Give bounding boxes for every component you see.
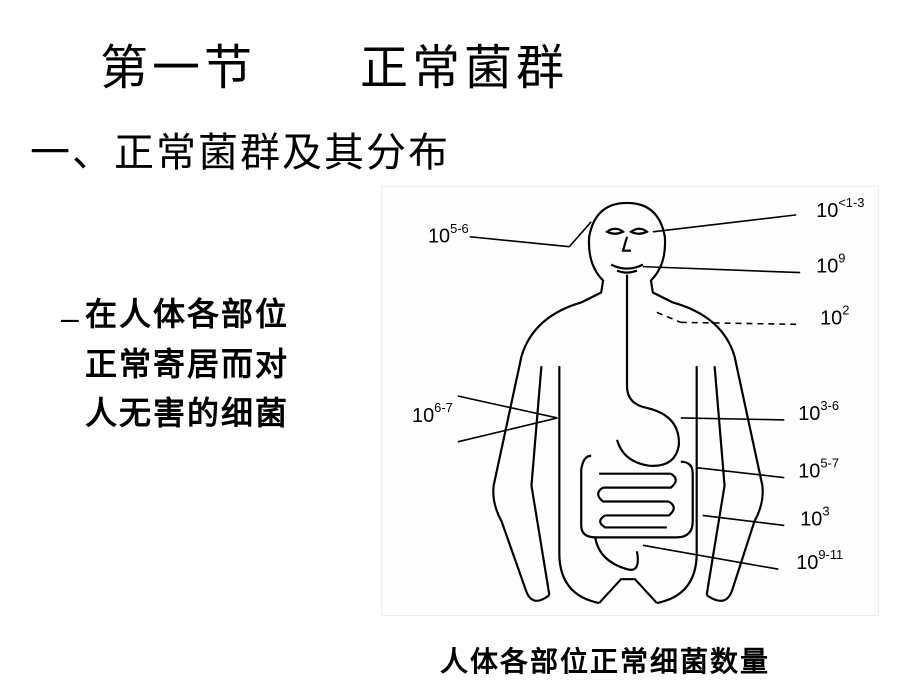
- bacteria-count-label: 105-6: [428, 221, 469, 248]
- definition-line-3: 人无害的细菌: [85, 389, 289, 439]
- bacteria-count-label: 109-11: [796, 547, 843, 574]
- definition-text: – 在人体各部位 正常寄居而对 人无害的细菌: [85, 290, 289, 439]
- definition-line-2: 正常寄居而对: [85, 340, 289, 390]
- page-title: 第一节 正常菌群: [100, 28, 568, 98]
- definition-line-1: 在人体各部位: [85, 290, 289, 340]
- body-diagram: 105-6 106-7 10<1-3 109 102 103-6 105-7 103 109-1…: [381, 186, 879, 616]
- bacteria-count-label: 10<1-3: [816, 195, 864, 222]
- body-svg: 105-6 106-7 10<1-3 109 102 103-6 105-7 103 109-1…: [382, 187, 878, 615]
- bacteria-count-label: 109: [816, 251, 845, 278]
- bacteria-count-label: 102: [820, 302, 849, 329]
- bacteria-count-label: 105-7: [798, 456, 839, 483]
- section-subtitle: 一、正常菌群及其分布: [30, 120, 450, 178]
- bacteria-count-label: 106-7: [412, 400, 453, 427]
- bacteria-count-label: 103-6: [798, 398, 839, 425]
- diagram-caption: 人体各部位正常细菌数量: [440, 640, 770, 680]
- slide: 第一节 正常菌群 一、正常菌群及其分布 – 在人体各部位 正常寄居而对 人无害的…: [0, 0, 920, 690]
- bullet-dash: –: [61, 294, 81, 344]
- bacteria-count-label: 103: [800, 503, 829, 530]
